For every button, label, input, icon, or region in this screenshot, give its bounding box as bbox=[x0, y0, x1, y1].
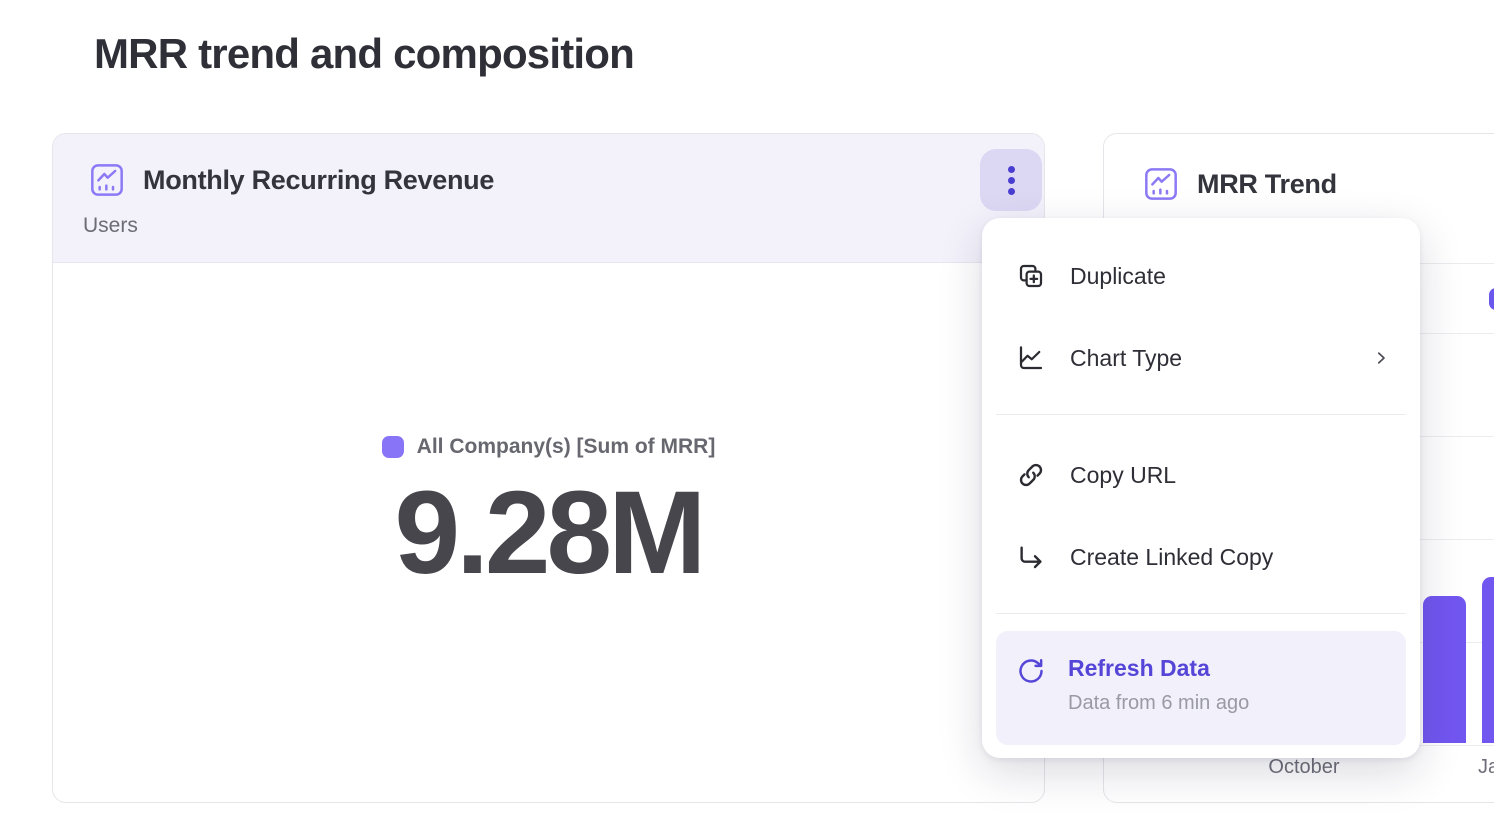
refresh-icon bbox=[1017, 657, 1045, 685]
widget-context-menu: Duplicate Chart Type Copy URL bbox=[982, 218, 1420, 758]
menu-item-label: Create Linked Copy bbox=[1070, 543, 1274, 570]
kpi-card-title: Monthly Recurring Revenue bbox=[143, 164, 495, 195]
menu-item-chart-type[interactable]: Chart Type bbox=[982, 317, 1420, 399]
kebab-dot bbox=[1007, 187, 1015, 195]
trend-legend-swatch bbox=[1489, 288, 1494, 310]
menu-item-label: Duplicate bbox=[1070, 262, 1166, 289]
menu-item-create-linked-copy[interactable]: Create Linked Copy bbox=[982, 516, 1420, 598]
menu-item-duplicate[interactable]: Duplicate bbox=[982, 235, 1420, 317]
kpi-value: 9.28M bbox=[394, 467, 707, 599]
page-title: MRR trend and composition bbox=[94, 30, 635, 77]
kebab-dot bbox=[1007, 176, 1015, 184]
duplicate-icon bbox=[1016, 261, 1046, 291]
kpi-card-body: All Company(s) [Sum of MRR] 9.28M bbox=[53, 264, 1044, 802]
trend-card-title: MRR Trend bbox=[1197, 168, 1337, 199]
kebab-dot bbox=[1007, 165, 1015, 173]
linked-copy-icon bbox=[1016, 542, 1046, 572]
kpi-legend: All Company(s) [Sum of MRR] bbox=[381, 435, 716, 459]
menu-item-label: Chart Type bbox=[1070, 344, 1183, 371]
chart-type-icon bbox=[1016, 343, 1046, 373]
chart-widget-icon bbox=[1141, 164, 1181, 204]
bar-december bbox=[1482, 577, 1494, 743]
chevron-right-icon bbox=[1372, 349, 1390, 367]
menu-item-refresh-data[interactable]: Refresh Data Data from 6 min ago bbox=[996, 631, 1406, 745]
refresh-data-label: Refresh Data bbox=[1068, 655, 1210, 681]
kpi-legend-swatch bbox=[381, 436, 404, 458]
kpi-card-monthly-recurring-revenue: Monthly Recurring Revenue Users All Comp… bbox=[52, 133, 1045, 803]
menu-divider bbox=[996, 414, 1406, 415]
menu-item-label: Copy URL bbox=[1070, 461, 1177, 488]
link-icon bbox=[1016, 460, 1046, 490]
menu-divider bbox=[996, 613, 1406, 614]
bar-november bbox=[1423, 596, 1466, 743]
kpi-legend-label: All Company(s) [Sum of MRR] bbox=[416, 435, 716, 458]
x-axis-label-october: October bbox=[1268, 756, 1340, 778]
menu-item-copy-url[interactable]: Copy URL bbox=[982, 434, 1420, 516]
kpi-card-header: Monthly Recurring Revenue Users bbox=[53, 134, 1044, 263]
chart-widget-icon bbox=[87, 160, 127, 200]
kebab-menu-button[interactable] bbox=[980, 149, 1042, 211]
refresh-data-freshness: Data from 6 min ago bbox=[1068, 692, 1250, 714]
x-axis-label-january-clipped: Ja bbox=[1478, 756, 1494, 778]
kpi-card-subtitle: Users bbox=[83, 214, 138, 237]
